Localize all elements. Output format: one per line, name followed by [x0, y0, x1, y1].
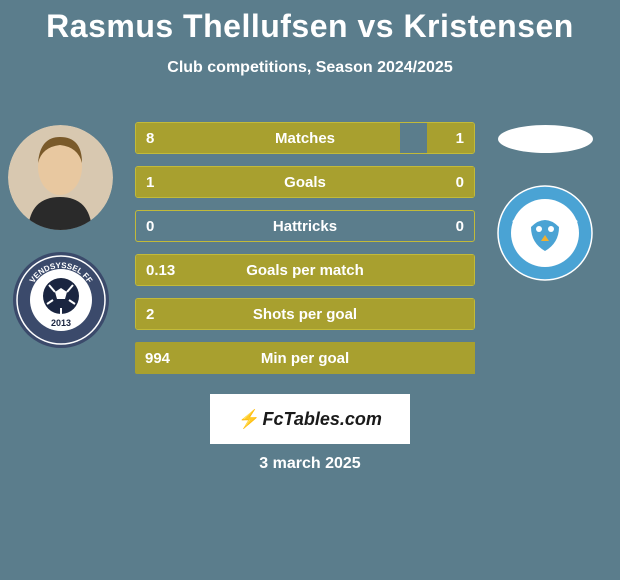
left-column: VENDSYSSEL FF 2013	[8, 125, 113, 350]
comparison-infographic: Rasmus Thellufsen vs Kristensen Club com…	[0, 0, 620, 580]
page-title: Rasmus Thellufsen vs Kristensen	[0, 0, 620, 45]
page-subtitle: Club competitions, Season 2024/2025	[0, 59, 620, 77]
stat-row: 2Shots per goal	[135, 298, 475, 330]
brand-logo-icon: ⚡	[238, 409, 258, 430]
stat-row: 994Min per goal	[135, 342, 475, 374]
club-left-year: 2013	[50, 318, 70, 328]
date-line: 3 march 2025	[0, 455, 620, 473]
stat-label: Matches	[136, 130, 474, 147]
player-photo-right-placeholder	[498, 125, 593, 153]
stat-value-right: 0	[456, 218, 464, 235]
brand-text: FcTables.com	[263, 409, 382, 430]
stat-label: Shots per goal	[136, 306, 474, 323]
club-circle-icon: FC ROSKILDE	[495, 183, 595, 283]
eye-l	[536, 226, 542, 232]
right-column: FC ROSKILDE	[490, 125, 600, 283]
stat-value-right: 0	[456, 174, 464, 191]
stat-row: 0.13Goals per match	[135, 254, 475, 286]
stats-block: 8Matches11Goals00Hattricks00.13Goals per…	[135, 122, 475, 374]
stat-label: Goals per match	[136, 262, 474, 279]
stat-row: 1Goals0	[135, 166, 475, 198]
club-badge-right: FC ROSKILDE	[495, 183, 595, 283]
stat-row: 8Matches1	[135, 122, 475, 154]
avatar-placeholder-icon	[8, 125, 113, 230]
brand-box: ⚡ FcTables.com	[210, 394, 410, 444]
club-shield-icon: VENDSYSSEL FF 2013	[11, 250, 111, 350]
stat-label: Hattricks	[136, 218, 474, 235]
stat-label: Goals	[136, 174, 474, 191]
club-badge-left: VENDSYSSEL FF 2013	[11, 250, 111, 350]
stat-label: Min per goal	[135, 350, 475, 367]
stat-value-right: 1	[456, 130, 464, 147]
player-photo-left	[8, 125, 113, 230]
eye-r	[548, 226, 554, 232]
stat-row: 0Hattricks0	[135, 210, 475, 242]
